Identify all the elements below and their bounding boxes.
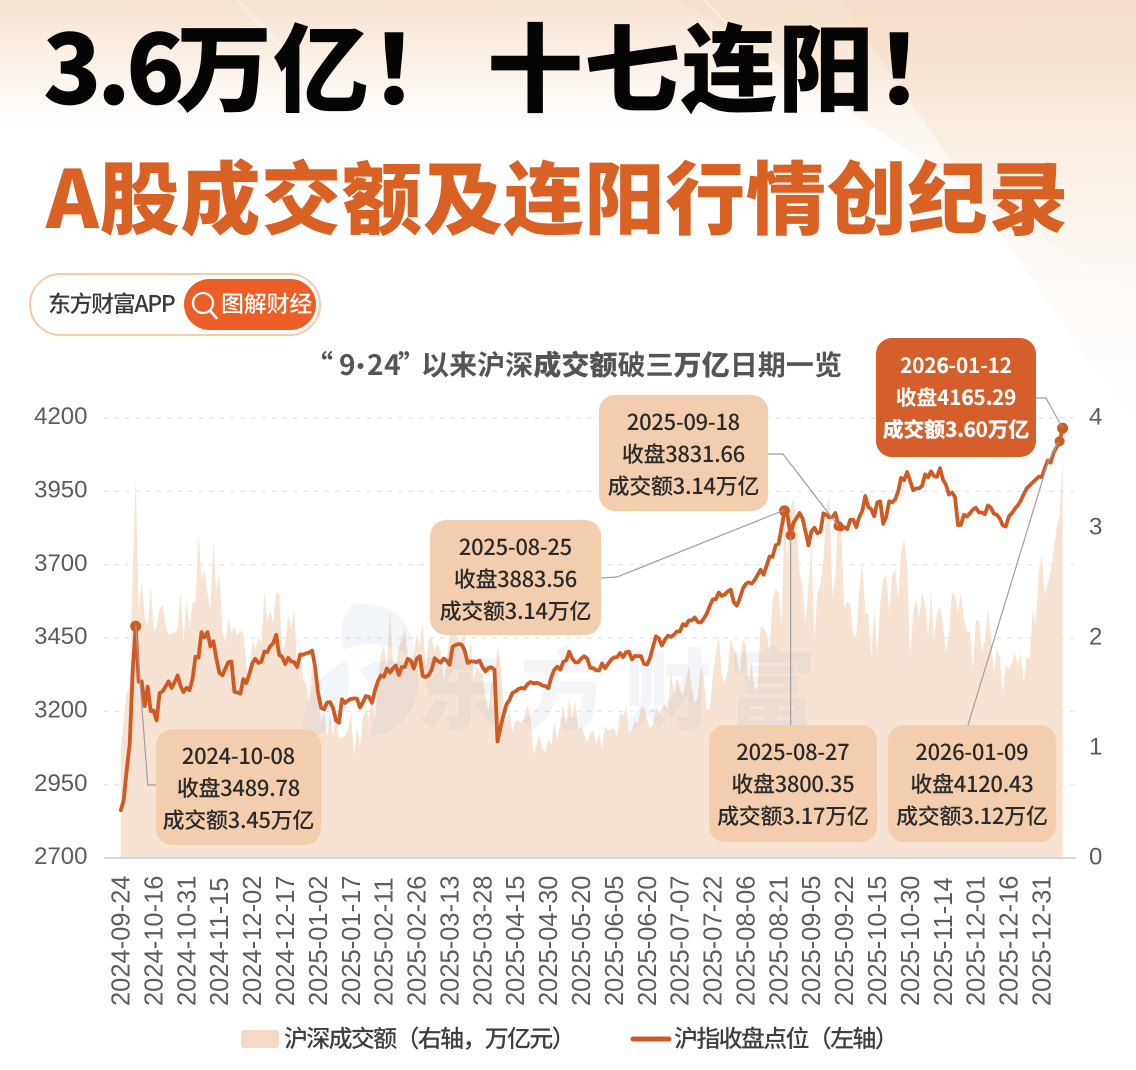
svg-text:2: 2 [1089, 624, 1102, 651]
svg-text:2950: 2950 [34, 770, 87, 797]
svg-text:2025-05-20: 2025-05-20 [568, 876, 596, 1006]
svg-text:2025-04-15: 2025-04-15 [502, 876, 530, 1006]
svg-text:2025-04-30: 2025-04-30 [535, 876, 563, 1006]
svg-text:2024-11-15: 2024-11-15 [206, 877, 234, 1006]
svg-text:2025-06-20: 2025-06-20 [634, 876, 662, 1006]
svg-text:2025-06-05: 2025-06-05 [601, 876, 629, 1006]
svg-text:0: 0 [1089, 844, 1102, 871]
svg-text:2024-10-31: 2024-10-31 [173, 876, 201, 1006]
svg-text:2025-01-17: 2025-01-17 [338, 876, 366, 1006]
svg-text:2024-12-02: 2024-12-02 [239, 876, 267, 1006]
svg-text:2025-08-21: 2025-08-21 [765, 876, 793, 1006]
svg-text:2025-01-02: 2025-01-02 [305, 876, 333, 1006]
svg-text:4: 4 [1089, 404, 1102, 431]
svg-text:2025-03-28: 2025-03-28 [469, 876, 497, 1006]
svg-text:3700: 3700 [34, 550, 87, 577]
svg-text:2025-09-22: 2025-09-22 [831, 876, 859, 1006]
svg-text:2025-07-07: 2025-07-07 [667, 876, 695, 1006]
svg-text:2025-03-13: 2025-03-13 [437, 876, 465, 1006]
svg-text:2025-12-31: 2025-12-31 [1029, 876, 1057, 1006]
svg-text:2024-09-24: 2024-09-24 [108, 876, 136, 1006]
svg-text:2025-02-26: 2025-02-26 [404, 876, 432, 1006]
svg-text:3950: 3950 [34, 477, 87, 504]
svg-text:2025-11-14: 2025-11-14 [930, 877, 958, 1006]
svg-text:2024-12-17: 2024-12-17 [272, 876, 300, 1006]
svg-text:2025-12-01: 2025-12-01 [963, 876, 991, 1006]
svg-text:2024-10-16: 2024-10-16 [140, 876, 168, 1006]
svg-text:2025-02-11: 2025-02-11 [371, 877, 399, 1006]
svg-text:3200: 3200 [34, 697, 87, 724]
svg-text:2025-07-22: 2025-07-22 [700, 876, 728, 1006]
svg-text:2700: 2700 [34, 843, 87, 870]
svg-text:4200: 4200 [34, 403, 87, 430]
svg-text:2025-10-15: 2025-10-15 [864, 876, 892, 1006]
svg-text:2025-09-05: 2025-09-05 [798, 876, 826, 1006]
svg-text:2025-10-30: 2025-10-30 [897, 876, 925, 1006]
svg-text:3: 3 [1089, 514, 1102, 541]
svg-text:3450: 3450 [34, 623, 87, 650]
svg-text:1: 1 [1089, 734, 1102, 761]
svg-text:2025-08-06: 2025-08-06 [733, 876, 761, 1006]
svg-text:2025-12-16: 2025-12-16 [996, 876, 1024, 1006]
